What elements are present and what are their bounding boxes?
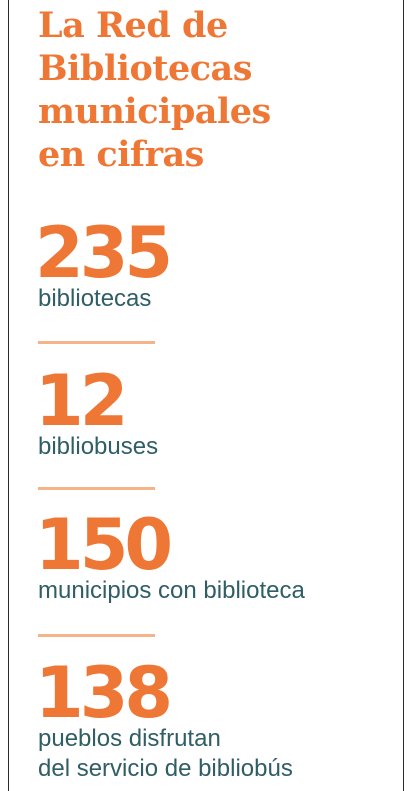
page-title: La Red de Bibliotecas municipales en cif…: [38, 0, 400, 176]
stat-number: 138: [35, 652, 173, 734]
stat-label: bibliobuses: [38, 433, 159, 460]
stat-bibliotecas: 235 bibliotecas: [35, 212, 400, 314]
title-line-1: La Red de: [38, 5, 228, 46]
stat-pueblos: 138 pueblos disfrutan del servicio de bi…: [35, 652, 400, 784]
title-line-3: municipales: [38, 91, 271, 132]
section-divider: [38, 634, 155, 637]
stat-label-line-2: del servicio de bibliobús: [38, 755, 293, 782]
stat-label-line-1: pueblos disfrutan: [38, 725, 221, 752]
stat-label: municipios con biblioteca: [38, 577, 305, 604]
section-divider: [38, 487, 155, 490]
title-line-2: Bibliotecas: [38, 48, 252, 89]
stat-label: bibliotecas: [38, 285, 152, 312]
left-border-rule: [8, 0, 9, 791]
stat-number: 235: [35, 212, 173, 294]
title-line-4: en cifras: [38, 134, 204, 175]
stat-municipios: 150 municipios con biblioteca: [35, 504, 400, 606]
stat-bibliobuses: 12 bibliobuses: [35, 360, 400, 462]
section-divider: [38, 341, 155, 344]
infographic-panel: La Red de Bibliotecas municipales en cif…: [35, 0, 400, 782]
stat-number: 12: [35, 360, 128, 442]
stat-number: 150: [35, 504, 173, 586]
right-border-rule: [403, 0, 404, 791]
